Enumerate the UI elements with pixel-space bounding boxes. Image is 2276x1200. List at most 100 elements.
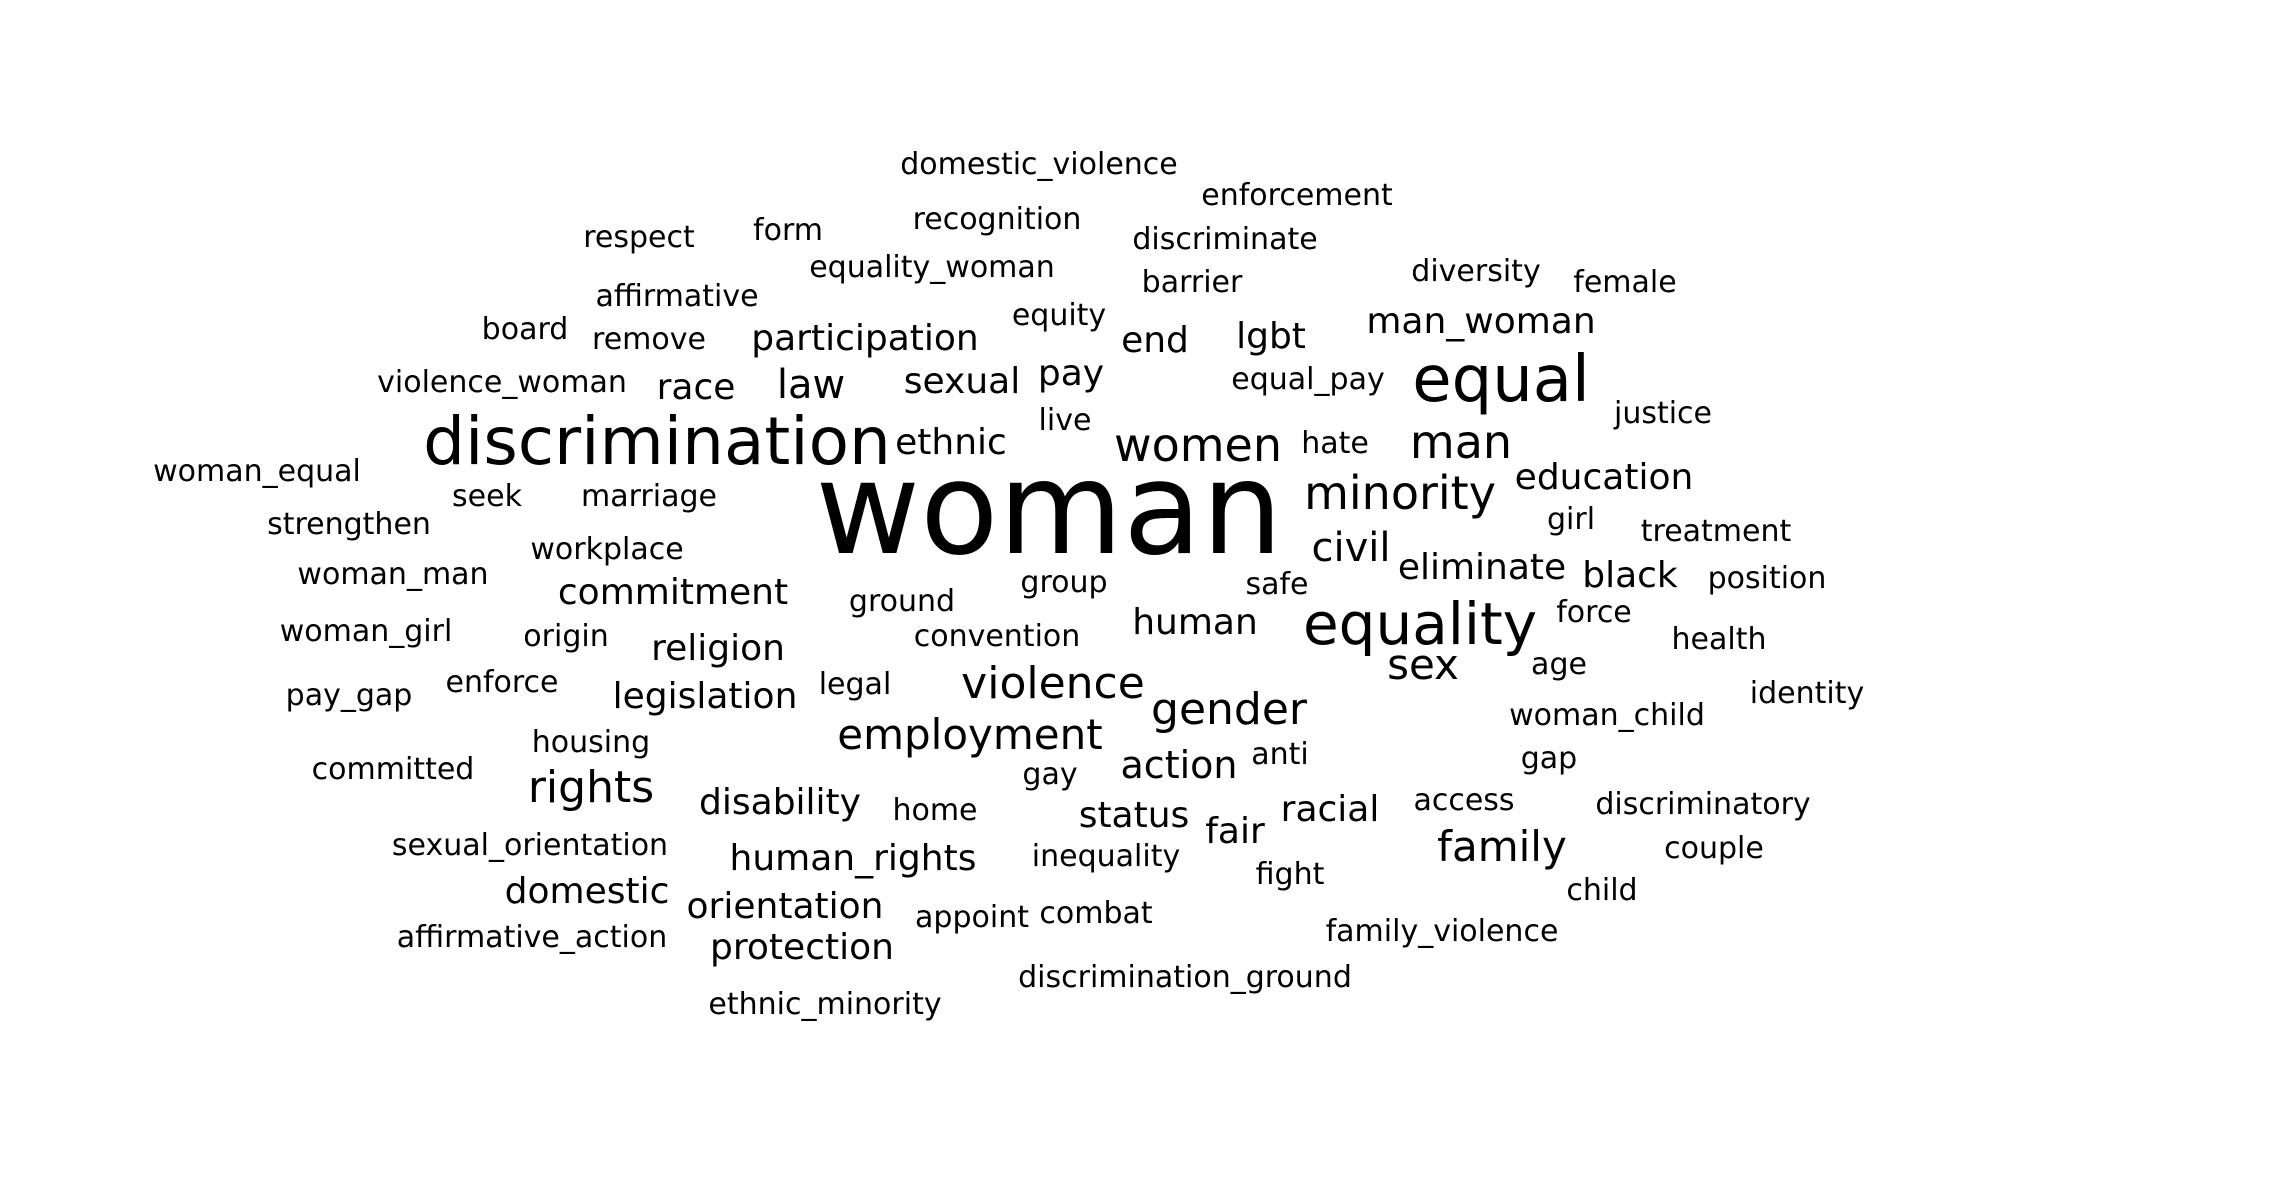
word-safe: safe	[1245, 567, 1309, 602]
word-treatment: treatment	[1640, 514, 1792, 549]
word-black: black	[1582, 555, 1678, 596]
word-remove: remove	[592, 322, 706, 357]
word-family-violence: family_violence	[1325, 914, 1559, 949]
word-woman-equal: woman_equal	[153, 454, 361, 489]
word-origin: origin	[523, 619, 609, 654]
word-age: age	[1531, 647, 1587, 682]
word-gay: gay	[1022, 757, 1078, 792]
word-religion: religion	[651, 628, 785, 669]
word-end: end	[1121, 320, 1189, 361]
word-female: female	[1573, 265, 1677, 300]
word-enforce: enforce	[445, 665, 559, 700]
word-ground: ground	[848, 584, 956, 619]
word-protection: protection	[710, 927, 894, 968]
word-legislation: legislation	[612, 676, 798, 717]
word-form: form	[753, 213, 823, 248]
word-employment: employment	[837, 710, 1103, 759]
word-gender: gender	[1151, 684, 1307, 735]
word-marriage: marriage	[581, 479, 717, 514]
word-domestic: domestic	[504, 871, 670, 912]
word-force: force	[1556, 595, 1632, 630]
word-man: man	[1409, 415, 1513, 469]
word-enforcement: enforcement	[1201, 178, 1393, 213]
word-ethnic: ethnic	[895, 422, 1007, 463]
word-women: women	[1113, 418, 1283, 472]
word-man-woman: man_woman	[1366, 301, 1596, 342]
word-appoint: appoint	[915, 900, 1029, 935]
word-gap: gap	[1520, 741, 1578, 776]
word-combat: combat	[1039, 896, 1153, 931]
word-group: group	[1020, 565, 1108, 600]
word-eliminate: eliminate	[1397, 547, 1567, 588]
word-civil: civil	[1311, 525, 1391, 571]
word-race: race	[656, 367, 736, 408]
word-strengthen: strengthen	[267, 507, 431, 542]
word-housing: housing	[531, 725, 651, 760]
word-family: family	[1437, 822, 1567, 871]
word-legal: legal	[818, 667, 892, 702]
word-status: status	[1078, 795, 1190, 836]
word-participation: participation	[751, 318, 979, 359]
word-anti: anti	[1251, 737, 1309, 772]
word-discriminatory: discriminatory	[1595, 787, 1811, 822]
word-barrier: barrier	[1141, 265, 1243, 300]
word-racial: racial	[1280, 789, 1380, 830]
word-equality: equality	[1302, 590, 1538, 658]
word-justice: justice	[1613, 396, 1713, 431]
word-sexual: sexual	[903, 361, 1021, 402]
word-education: education	[1514, 457, 1694, 498]
word-respect: respect	[583, 220, 695, 255]
word-affirmative: affirmative	[595, 279, 759, 314]
word-discriminate: discriminate	[1132, 222, 1318, 257]
word-inequality: inequality	[1031, 839, 1181, 874]
word-equality-woman: equality_woman	[809, 250, 1055, 285]
word-diversity: diversity	[1411, 254, 1541, 289]
word-board: board	[481, 312, 569, 347]
word-access: access	[1413, 783, 1515, 818]
word-action: action	[1120, 743, 1238, 787]
word-affirmative-action: affirmative_action	[396, 920, 668, 955]
word-girl: girl	[1546, 502, 1596, 537]
word-rights: rights	[527, 762, 655, 813]
word-child: child	[1566, 873, 1638, 908]
word-identity: identity	[1749, 676, 1865, 711]
word-woman-girl: woman_girl	[279, 614, 453, 649]
word-woman-man: woman_man	[297, 557, 489, 592]
word-discrimination-ground: discrimination_ground	[1018, 960, 1352, 995]
word-pay: pay	[1037, 353, 1105, 394]
word-hate: hate	[1301, 426, 1369, 461]
word-violence: violence	[961, 658, 1145, 709]
word-live: live	[1038, 403, 1092, 438]
word-lgbt: lgbt	[1236, 316, 1306, 357]
word-equal-pay: equal_pay	[1231, 362, 1385, 397]
word-pay-gap: pay_gap	[285, 678, 413, 713]
word-orientation: orientation	[686, 886, 884, 927]
word-sexual-orientation: sexual_orientation	[391, 828, 669, 863]
word-commitment: commitment	[557, 572, 789, 613]
word-woman-child: woman_child	[1509, 698, 1705, 733]
word-workplace: workplace	[530, 532, 684, 567]
word-minority: minority	[1304, 466, 1496, 520]
word-equal: equal	[1412, 343, 1590, 417]
word-recognition: recognition	[912, 202, 1082, 237]
word-equity: equity	[1011, 298, 1107, 333]
word-sex: sex	[1387, 640, 1459, 689]
word-disability: disability	[699, 782, 861, 823]
word-domestic-violence: domestic_violence	[900, 147, 1178, 182]
word-couple: couple	[1664, 831, 1764, 866]
word-seek: seek	[452, 479, 522, 514]
word-ethnic-minority: ethnic_minority	[708, 987, 942, 1022]
word-home: home	[892, 793, 978, 828]
word-discrimination: discrimination	[423, 403, 891, 480]
word-violence-woman: violence_woman	[377, 365, 627, 400]
word-fight: fight	[1255, 857, 1325, 892]
word-law: law	[776, 362, 846, 408]
word-fair: fair	[1205, 811, 1265, 852]
word-human-rights: human_rights	[729, 838, 977, 879]
word-position: position	[1707, 561, 1827, 596]
word-committed: committed	[311, 752, 475, 787]
word-human: human	[1132, 602, 1258, 643]
word-health: health	[1671, 622, 1767, 657]
word-woman: woman	[815, 435, 1283, 584]
